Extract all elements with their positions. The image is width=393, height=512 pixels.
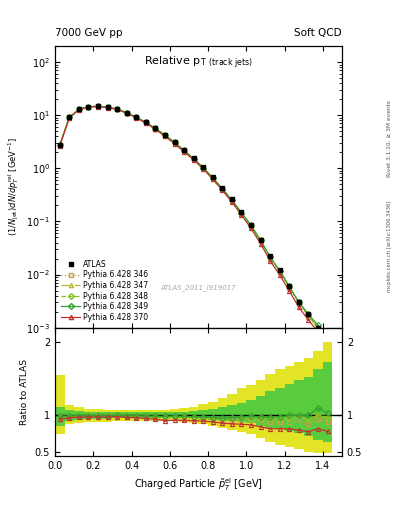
Text: Rivet 3.1.10, ≥ 3M events: Rivet 3.1.10, ≥ 3M events [387, 100, 392, 177]
Text: Relative p$_\mathrm{T}$ $_{(\mathrm{track\ jets})}$: Relative p$_\mathrm{T}$ $_{(\mathrm{trac… [144, 55, 253, 71]
X-axis label: Charged Particle $\tilde{p}_T^\mathrm{el}$ [GeV]: Charged Particle $\tilde{p}_T^\mathrm{el… [134, 476, 263, 493]
Y-axis label: Ratio to ATLAS: Ratio to ATLAS [20, 359, 29, 424]
Text: 7000 GeV pp: 7000 GeV pp [55, 28, 123, 38]
Text: ATLAS_2011_I919017: ATLAS_2011_I919017 [161, 284, 236, 291]
Y-axis label: $(1/N_\mathrm{jet})dN/dp_T^\mathrm{rel}$ [GeV$^{-1}$]: $(1/N_\mathrm{jet})dN/dp_T^\mathrm{rel}$… [6, 137, 20, 237]
Text: mcplots.cern.ch [arXiv:1306.3436]: mcplots.cern.ch [arXiv:1306.3436] [387, 200, 392, 291]
Text: Soft QCD: Soft QCD [294, 28, 342, 38]
Legend: ATLAS, Pythia 6.428 346, Pythia 6.428 347, Pythia 6.428 348, Pythia 6.428 349, P: ATLAS, Pythia 6.428 346, Pythia 6.428 34… [59, 258, 151, 324]
